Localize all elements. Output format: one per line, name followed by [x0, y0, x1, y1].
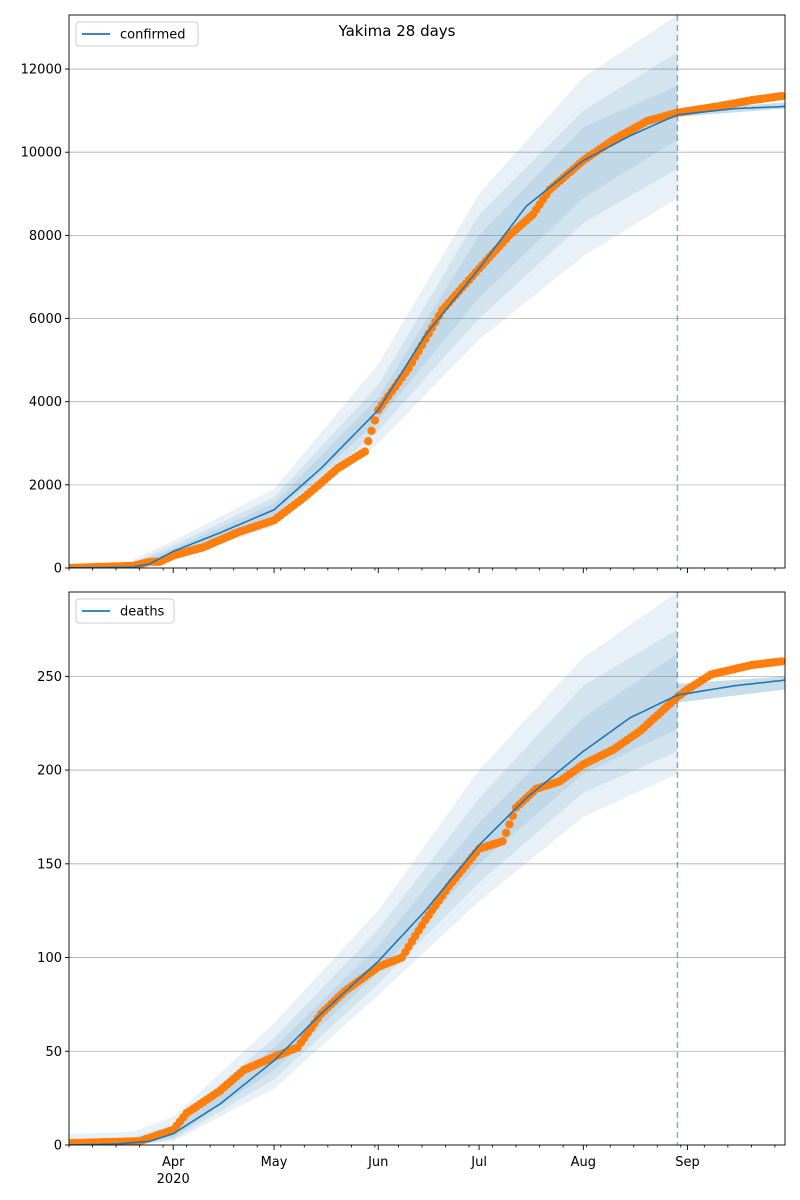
x-tick-label: May	[261, 1155, 288, 1170]
x-tick-label: Sep	[675, 1155, 700, 1170]
uncertainty-band-3	[69, 653, 678, 1145]
x-tick-label: Apr	[162, 1155, 185, 1170]
panel-deaths: 0 50 100 150 200 250 Apr 2020 May Jun Jul Aug Sep dea…	[37, 591, 786, 1187]
model-line	[69, 679, 785, 1145]
chart-title: Yakima 28 days	[338, 22, 456, 40]
y-tick-label: 100	[37, 951, 62, 966]
observed-point	[501, 828, 511, 838]
legend-box	[75, 21, 199, 47]
observed-point	[364, 437, 373, 446]
y-tick-label: 12000	[21, 63, 62, 78]
observed-point	[508, 811, 517, 821]
y-tick-label: 6000	[29, 312, 62, 327]
uncertainty-band-1	[132, 15, 678, 568]
legend: deaths	[75, 598, 175, 624]
y-tick-label: 0	[54, 1139, 62, 1154]
x-tick-label: Aug	[571, 1155, 596, 1170]
plot-area	[69, 592, 785, 1145]
y-tick-label: 250	[37, 670, 62, 685]
legend-box	[75, 598, 175, 624]
observed-point	[360, 447, 369, 456]
x-tick-sublabel: 2020	[157, 1172, 190, 1187]
uncertainty-band-1	[69, 592, 678, 1145]
y-tick-label: 150	[37, 857, 62, 872]
y-tick-label: 200	[37, 764, 62, 779]
model-line	[69, 105, 785, 568]
axes-frame	[68, 591, 786, 1146]
y-tick-label: 4000	[29, 395, 62, 410]
observed-point	[505, 820, 514, 829]
observed-point	[777, 657, 785, 666]
observed-points	[69, 91, 785, 568]
uncertainty-band-2	[69, 629, 678, 1145]
observed-point	[777, 91, 785, 101]
legend: confirmed	[75, 21, 199, 47]
x-tick-label: Jun	[367, 1155, 388, 1170]
observed-point	[370, 416, 380, 425]
y-tick-label: 10000	[21, 146, 62, 161]
uncertainty-band-2	[132, 52, 678, 568]
plot-area	[69, 15, 785, 568]
y-tick-label: 2000	[29, 478, 62, 493]
observed-point	[367, 426, 376, 435]
y-tick-label: 50	[45, 1045, 62, 1060]
legend-label: confirmed	[120, 28, 186, 43]
axes-frame	[68, 14, 786, 569]
legend-label: deaths	[120, 605, 165, 620]
y-tick-label: 8000	[29, 229, 62, 244]
y-tick-label: 0	[54, 562, 62, 577]
x-tick-label: Jul	[470, 1155, 487, 1170]
observed-point	[498, 837, 507, 846]
panel-confirmed: 0 2000 4000 6000 8000 10000 12000 Yakima 28 day…	[21, 14, 786, 577]
